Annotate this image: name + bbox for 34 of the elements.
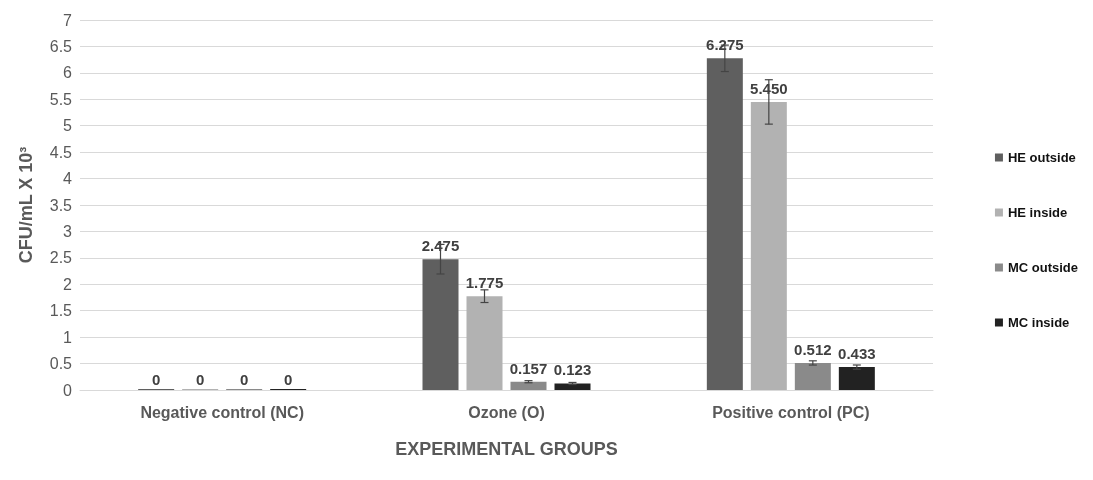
- data-label: 6.275: [706, 36, 744, 54]
- y-tick-label: 4: [63, 170, 73, 188]
- x-tick-label: Positive control (PC): [712, 403, 870, 421]
- legend-label: HE inside: [1007, 205, 1068, 220]
- data-label: 1.775: [465, 274, 504, 292]
- data-label: 0.157: [509, 359, 548, 377]
- y-tick-label: 5: [63, 117, 73, 135]
- y-tick-label: 6.5: [49, 37, 73, 55]
- x-axis-title: EXPERIMENTAL GROUPS: [395, 439, 618, 459]
- y-tick-label: 4.5: [49, 143, 73, 161]
- y-tick-label: 7: [63, 11, 73, 29]
- x-tick-label: Ozone (O): [468, 403, 545, 421]
- data-label: 0: [195, 371, 205, 388]
- y-tick-label: 3: [63, 222, 73, 240]
- data-label: 0: [239, 371, 249, 388]
- data-label: 0: [283, 371, 293, 388]
- data-label: 0: [151, 371, 161, 388]
- y-tick-label: 2.5: [49, 249, 73, 267]
- data-label: 0.512: [794, 340, 832, 358]
- data-label: 0.433: [838, 345, 876, 363]
- y-tick-label: 2: [63, 275, 73, 293]
- x-tick-label: Negative control (NC): [140, 403, 304, 421]
- y-tick-label: 1.5: [49, 302, 73, 320]
- legend-label: MC inside: [1007, 315, 1070, 330]
- y-tick-label: 6: [63, 64, 73, 82]
- y-tick-label: 3.5: [49, 196, 73, 214]
- y-tick-label: 5.5: [49, 90, 73, 108]
- y-tick-label: 1: [63, 328, 73, 346]
- legend-label: MC outside: [1007, 260, 1079, 275]
- y-tick-label: 0.5: [49, 355, 73, 373]
- data-label: 0.123: [553, 361, 592, 379]
- y-axis-title: CFU/mL X 10³: [16, 146, 36, 264]
- legend-label: HE outside: [1007, 150, 1076, 165]
- y-tick-label: 0: [63, 381, 73, 399]
